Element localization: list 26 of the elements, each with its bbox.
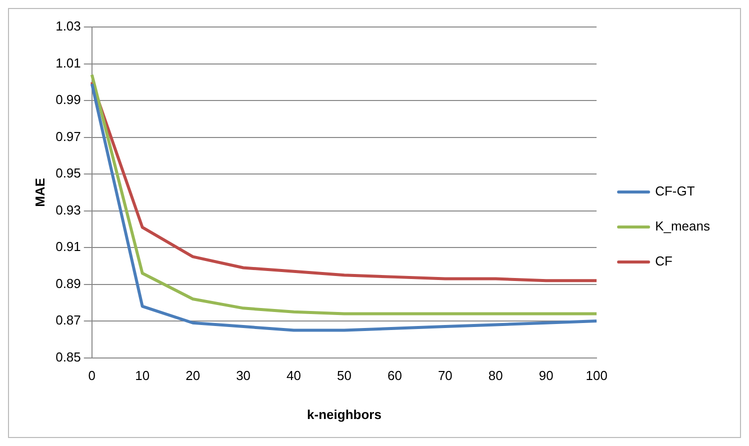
x-tick-label: 80 xyxy=(488,368,503,384)
x-tick-label: 90 xyxy=(538,368,554,384)
x-tick-label: 30 xyxy=(236,368,251,384)
x-tick-label: 50 xyxy=(337,368,352,384)
y-tick-label: 0.93 xyxy=(56,202,81,218)
x-tick-label: 10 xyxy=(135,368,150,384)
y-tick-label: 1.01 xyxy=(56,55,81,70)
y-tick-label: 0.87 xyxy=(56,312,81,328)
legend-label: K_means xyxy=(655,218,710,234)
y-tick-label: 0.91 xyxy=(56,239,81,254)
y-tick-label: 0.85 xyxy=(56,349,81,364)
x-tick-label: 0 xyxy=(88,368,96,384)
legend-label: CF-GT xyxy=(655,184,695,199)
x-axis-title: k-neighbors xyxy=(307,406,382,422)
y-tick-label: 0.89 xyxy=(56,276,81,291)
x-tick-label: 40 xyxy=(286,368,302,384)
y-tick-label: 0.95 xyxy=(56,166,81,181)
x-tick-label: 70 xyxy=(438,368,452,384)
x-tick-label: 20 xyxy=(186,368,200,384)
y-tick-label: 0.99 xyxy=(56,92,81,108)
y-tick-label: 1.03 xyxy=(56,18,81,34)
legend-label: CF xyxy=(655,254,672,269)
x-tick-label: 60 xyxy=(387,368,402,384)
x-tick-label: 100 xyxy=(586,368,608,384)
y-axis-title: MAE xyxy=(32,178,48,207)
y-tick-label: 0.97 xyxy=(56,128,81,144)
